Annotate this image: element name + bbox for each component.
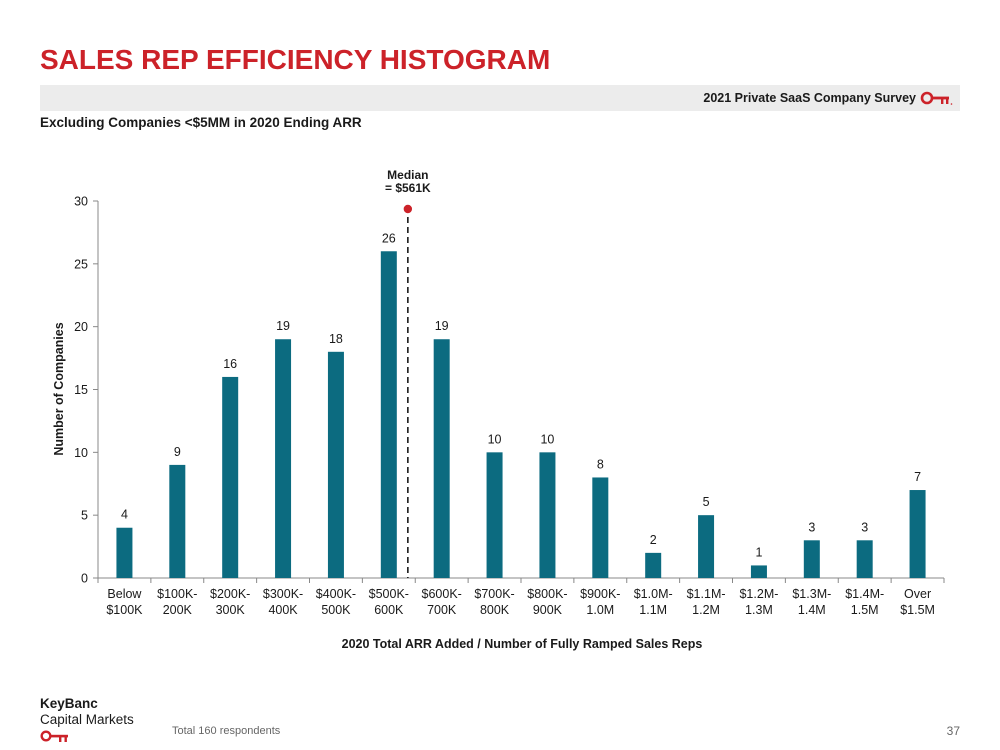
bar-value-label: 10 (540, 432, 554, 446)
x-axis-title: 2020 Total ARR Added / Number of Fully R… (342, 637, 703, 651)
x-tick-label: $700K-800K (474, 587, 514, 617)
bar (909, 490, 926, 578)
x-tick-label: $1.2M-1.3M (739, 587, 778, 617)
bar (750, 565, 767, 578)
bar (327, 351, 344, 578)
bar-value-label: 26 (382, 231, 396, 245)
bar-value-label: 3 (808, 520, 815, 534)
bar-value-label: 10 (488, 432, 502, 446)
y-tick-label: 15 (74, 383, 88, 397)
y-tick-label: 10 (74, 446, 88, 460)
x-tick-label: $600K-700K (422, 587, 462, 617)
respondents-note: Total 160 respondents (172, 725, 281, 737)
y-axis: 0 5 10 15 20 25 30 (74, 195, 99, 586)
median-label: Median = $561K (385, 168, 431, 195)
median-marker (403, 204, 413, 214)
x-tick-label: $500K-600K (369, 587, 409, 617)
x-tick-label: $400K-500K (316, 587, 356, 617)
bar-value-label: 19 (276, 319, 290, 333)
bar (539, 452, 556, 578)
bar (275, 339, 292, 578)
x-tick-label: $1.4M-1.5M (845, 587, 884, 617)
x-tick-label: $1.0M-1.1M (634, 587, 673, 617)
bar-value-label: 7 (914, 470, 921, 484)
x-tick-label: Over $1.5M (900, 587, 935, 617)
bar-value-label: 16 (223, 357, 237, 371)
bar (645, 552, 662, 578)
bar-value-label: 5 (703, 495, 710, 509)
y-tick-label: 25 (74, 257, 88, 271)
bar (169, 464, 186, 578)
bar (222, 376, 239, 578)
logo-keybanc: KeyBanc (40, 696, 98, 711)
bar-value-label: 9 (174, 445, 181, 459)
median-annotation: Median = $561K (385, 168, 431, 578)
y-tick-label: 30 (74, 195, 88, 209)
bar-value-label: 4 (121, 508, 128, 522)
x-tick-label: $800K-900K (527, 587, 567, 617)
survey-banner: 2021 Private SaaS Company Survey (40, 85, 960, 111)
bar (486, 452, 503, 578)
key-icon (920, 91, 953, 105)
x-tick-label: $300K-400K (263, 587, 303, 617)
bar (380, 251, 397, 578)
key-logo-icon (40, 730, 68, 742)
x-tick-label: $900K-1.0M (580, 587, 620, 617)
bar (803, 540, 820, 578)
bar (592, 477, 609, 578)
survey-label: 2021 Private SaaS Company Survey (703, 91, 916, 105)
bar-value-label: 2 (650, 533, 657, 547)
page-title: SALES REP EFFICIENCY HISTOGRAM (40, 44, 551, 75)
x-tick-label: $200K-300K (210, 587, 250, 617)
bars: 4 9 16 19 18 26 19 10 10 8 2 5 1 3 3 7 (116, 231, 926, 578)
x-axis: Below $100K $100K-200K $200K-300K $300K-400K… (97, 577, 945, 617)
x-tick-label: Below $100K (106, 587, 143, 617)
y-tick-label: 20 (74, 320, 88, 334)
x-tick-label: $1.3M-1.4M (792, 587, 831, 617)
chart-subtitle: Excluding Companies <$5MM in 2020 Ending… (40, 115, 362, 130)
bar-value-label: 1 (755, 545, 762, 559)
logo-capital-markets: Capital Markets (40, 712, 134, 727)
y-tick-label: 0 (81, 572, 88, 586)
bar-value-label: 8 (597, 457, 604, 471)
x-tick-label: $100K-200K (157, 587, 197, 617)
bar-value-label: 19 (435, 319, 449, 333)
y-tick-label: 5 (81, 509, 88, 523)
bar (433, 339, 450, 578)
bar-value-label: 18 (329, 332, 343, 346)
bar (698, 515, 715, 578)
x-tick-label: $1.1M-1.2M (687, 587, 726, 617)
bar (856, 540, 873, 578)
y-axis-title: Number of Companies (52, 322, 66, 455)
bar-value-label: 3 (861, 520, 868, 534)
bar (116, 527, 133, 578)
page-number: 37 (946, 724, 960, 738)
